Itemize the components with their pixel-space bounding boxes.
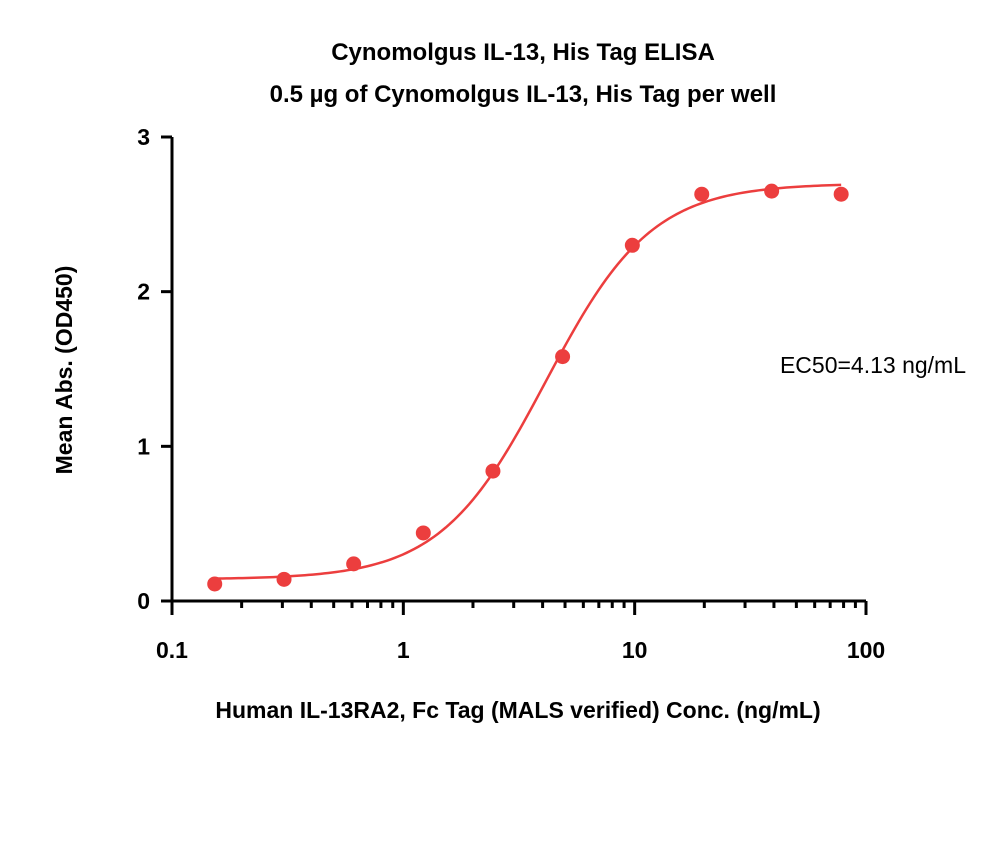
- data-point: [624, 237, 640, 253]
- fit-curve: [214, 183, 842, 580]
- data-point: [415, 525, 431, 541]
- chart-subtitle: 0.5 µg of Cynomolgus IL-13, His Tag per …: [270, 81, 777, 108]
- data-point: [833, 186, 849, 202]
- x-tick-label: 0.1: [156, 637, 188, 663]
- x-axis: 0.1 1 10 100: [156, 599, 885, 663]
- data-point: [555, 349, 571, 365]
- x-tick-label: 10: [622, 637, 648, 663]
- y-tick-label: 2: [137, 279, 150, 305]
- ec50-annotation: EC50=4.13 ng/mL: [780, 352, 966, 378]
- y-tick-label: 0: [137, 588, 150, 614]
- y-tick-label: 1: [137, 433, 150, 459]
- data-point: [276, 571, 292, 587]
- data-point: [207, 576, 223, 592]
- data-point: [694, 186, 710, 202]
- data-point: [346, 556, 362, 572]
- data-point: [764, 183, 780, 199]
- x-axis-label: Human IL-13RA2, Fc Tag (MALS verified) C…: [215, 697, 820, 723]
- data-point: [485, 463, 501, 479]
- x-tick-label: 1: [397, 637, 410, 663]
- y-tick-label: 3: [137, 124, 150, 150]
- fit-curve-group: [214, 183, 842, 580]
- y-axis: 0 1 2 3: [137, 124, 174, 614]
- y-axis-label: Mean Abs. (OD450): [51, 266, 77, 475]
- x-tick-label: 100: [847, 637, 885, 663]
- chart-title: Cynomolgus IL-13, His Tag ELISA: [331, 39, 715, 66]
- data-points: [207, 183, 849, 592]
